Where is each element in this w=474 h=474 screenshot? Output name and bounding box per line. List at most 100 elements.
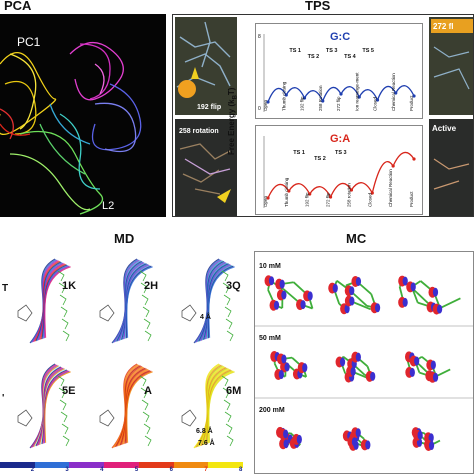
gc-ts-label: TS 4 (344, 54, 357, 60)
ga-state-label: Thumb closing (284, 177, 289, 207)
mc-row-label: 200 mM (259, 407, 285, 414)
mc-chain (335, 351, 376, 383)
md-sidechain (141, 399, 149, 411)
ga-title: G:A (330, 133, 350, 145)
md-frame-label: 6M (226, 385, 241, 397)
md-frame-label: 3Q (226, 280, 241, 292)
md-sidechain (144, 435, 152, 447)
gc-state-point (412, 94, 416, 98)
md-ligand (99, 409, 115, 427)
md-sidechain (140, 387, 148, 399)
ga-ts-label: TS 2 (314, 156, 326, 162)
md-frame-4: 5E (17, 363, 75, 449)
gc-state-point (321, 99, 325, 103)
md-sidechain (142, 306, 150, 318)
ga-state-point (391, 164, 395, 168)
md-sidechain (143, 423, 151, 435)
md-trajectory-line (44, 371, 71, 443)
mc-chain (411, 427, 441, 452)
md-frame-label: 2H (144, 280, 158, 292)
mc-chain (270, 351, 308, 381)
ga-state-point (349, 188, 354, 192)
md-trajectory-line (126, 371, 153, 443)
colorbar-tick-label: 2 (30, 467, 35, 473)
md-ligand (181, 409, 197, 427)
l2-label: L2 (102, 200, 114, 212)
colorbar-segment (34, 462, 70, 468)
gc-state-label: Ion rearrange-ment (354, 72, 359, 111)
mc-chain (328, 275, 381, 315)
md-distance-label: 4 Å (200, 312, 211, 321)
md-sidechain (225, 318, 233, 330)
ga-state-point (266, 196, 270, 200)
md-frame-3: 3Q (181, 258, 241, 344)
md-sidechain (144, 330, 152, 342)
mc-bead (268, 276, 275, 286)
tps-thumb-right-top: 272 fl (429, 17, 473, 115)
mc-bead (365, 440, 371, 450)
mc-bead (432, 287, 439, 297)
mc-chain (264, 275, 314, 311)
colorbar-tick-label: 7 (204, 467, 208, 473)
md-sidechain (222, 387, 230, 399)
md-trajectory-line (44, 266, 71, 338)
gc-state-label: 192 flip (300, 96, 305, 111)
gc-ts-label: TS 1 (289, 48, 301, 54)
md-sidechain (61, 423, 69, 435)
ga-state-point (412, 157, 416, 161)
md-sidechain (60, 306, 68, 318)
mc-bead (300, 300, 306, 310)
md-title: MD (114, 231, 135, 246)
mc-row-label: 10 mM (259, 263, 281, 270)
ga-state-point (308, 192, 312, 196)
gc-state-point (339, 92, 343, 96)
ga-state-point (287, 189, 291, 193)
colorbar-segment (0, 462, 35, 468)
tps-ylabel: Free Energy (kBT) (227, 87, 239, 155)
ga-state-label: 192 flip (305, 192, 310, 207)
md-sidechain (58, 282, 66, 294)
thumb-flip-label: 192 flip (197, 104, 221, 111)
md-edge-label: T (2, 283, 8, 294)
ga-state-label: Product (409, 191, 414, 207)
md-frame-label: 1K (62, 280, 76, 292)
pca-title: PCA (4, 0, 32, 13)
gc-state-point (302, 96, 307, 100)
colorbar-tick-label: 4 (100, 467, 104, 473)
ga-state-label: 258 rotation (346, 183, 351, 207)
gc-ts-label: TS 5 (362, 48, 374, 54)
mc-bead (278, 370, 284, 380)
mc-bead (349, 286, 355, 296)
mc-bead (355, 352, 361, 362)
md-panel: 1K 2H 3Q 5E A 6M T ' 6.8 Å 4 Å 7.6 Å (0, 251, 243, 462)
gc-state-point (357, 95, 361, 99)
mc-chain (398, 275, 461, 315)
mc-bead (332, 283, 338, 293)
mc-bead (402, 297, 408, 307)
mc-bead (428, 433, 434, 443)
gc-ytick-top: 8 (258, 34, 261, 40)
mc-bead (414, 356, 420, 366)
md-distance-label: 6.8 Å (196, 426, 213, 435)
mc-bead (355, 428, 361, 438)
md-frame-6: 6M (181, 363, 241, 449)
colorbar-tick-label: 8 (239, 467, 243, 473)
colorbar-segment (104, 462, 139, 468)
md-sidechain (221, 270, 229, 282)
md-sidechain (59, 294, 67, 306)
tps-panel: 192 flip 258 rotation G:C Open Thumb closi… (172, 14, 474, 217)
mc-chain (342, 427, 371, 451)
gc-state-label: Thumb closing (281, 81, 286, 111)
ga-chart: G:A Open Thumb closing 192 flip 272 flip 258 … (255, 125, 423, 215)
md-sidechain (226, 330, 234, 342)
mc-title: MC (346, 231, 367, 246)
gc-ts-label: TS 3 (326, 48, 338, 54)
tps-thumb-rotation: 258 rotation (175, 119, 237, 216)
colorbar-tick-label: 5 (134, 467, 139, 473)
gc-state-point (394, 91, 398, 95)
md-frame-1: 1K (17, 258, 76, 344)
md-ligand (181, 304, 197, 322)
md-sidechain (139, 270, 147, 282)
mc-bead (351, 437, 358, 447)
md-sidechain (139, 375, 147, 387)
